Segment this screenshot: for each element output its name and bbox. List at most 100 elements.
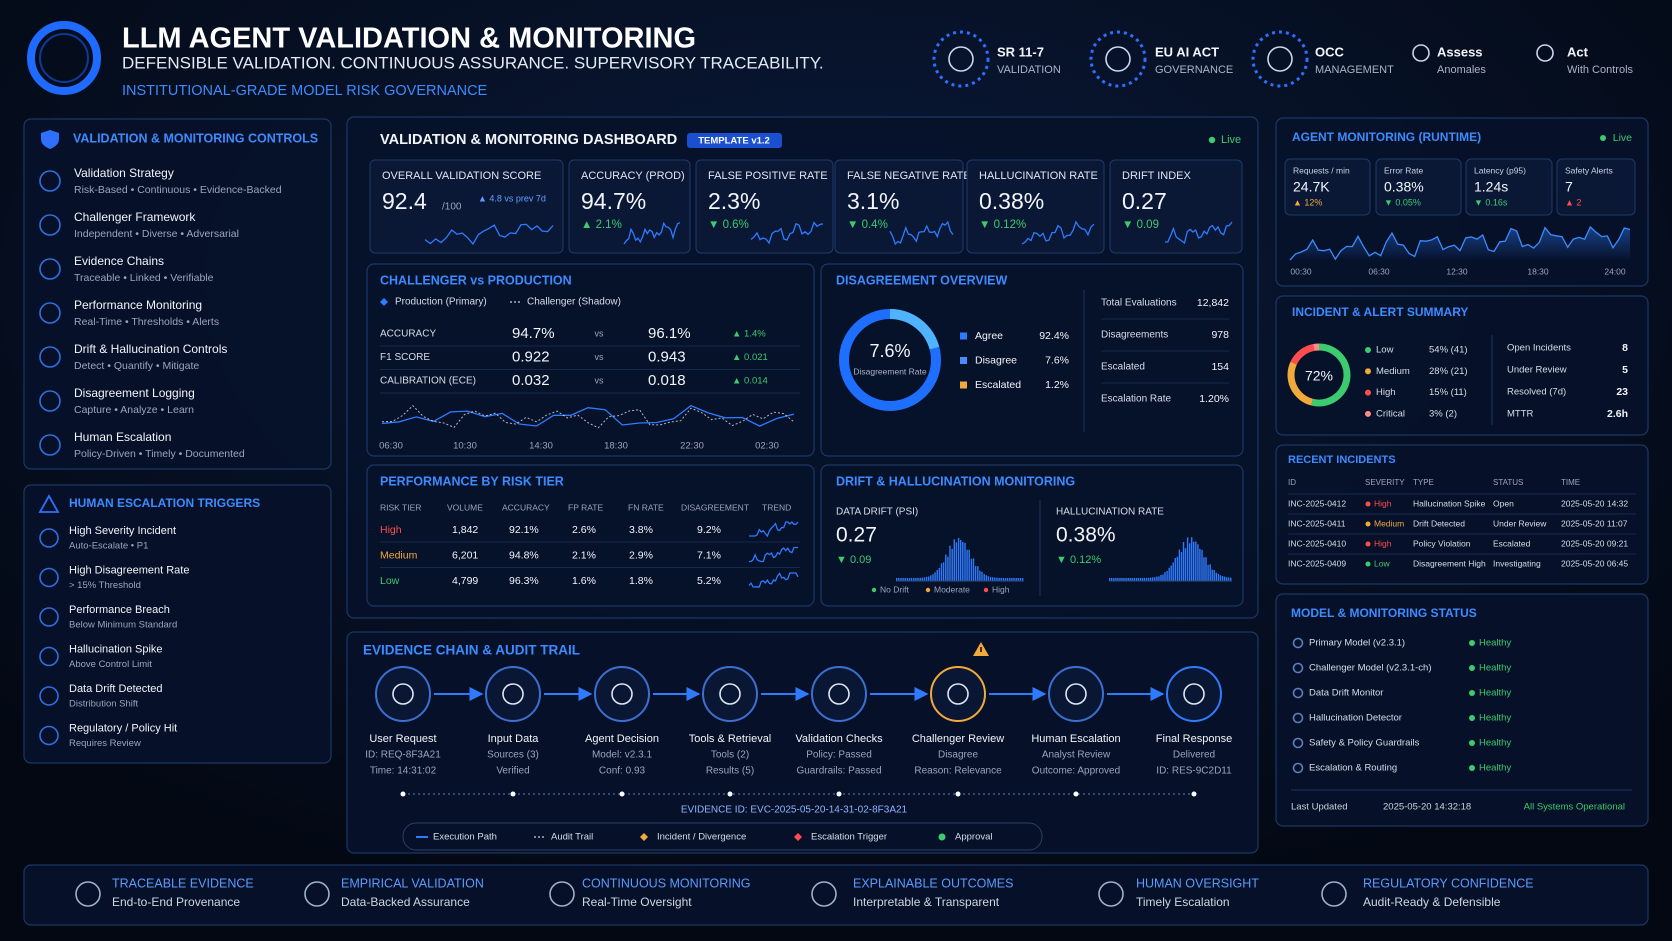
kpi-value: 3.1% bbox=[847, 188, 899, 214]
histogram-decor bbox=[1197, 544, 1199, 581]
panel-title: PERFORMANCE BY RISK TIER bbox=[380, 474, 564, 488]
histogram-decor bbox=[953, 539, 955, 581]
histogram-decor bbox=[923, 577, 926, 581]
step-node bbox=[811, 666, 867, 722]
step-title: Final Response bbox=[1156, 733, 1232, 745]
trigger-subtitle: Below Minimum Standard bbox=[69, 620, 177, 631]
control-title: Challenger Framework bbox=[74, 210, 196, 224]
metric-label: Latency (p95) bbox=[1474, 165, 1526, 175]
time-label: 02:30 bbox=[755, 441, 779, 452]
tier-trend bbox=[749, 521, 799, 538]
metric-delta: ▼ 0.12% bbox=[1056, 554, 1101, 566]
histogram-decor bbox=[970, 558, 973, 581]
incident-status: Escalated bbox=[1493, 538, 1531, 548]
legend-label: Escalated bbox=[975, 379, 1021, 391]
kpi-unit: /100 bbox=[442, 202, 462, 213]
histogram-decor bbox=[962, 541, 964, 581]
kpi-card bbox=[834, 159, 964, 254]
metric-label: Error Rate bbox=[1384, 165, 1423, 175]
column-header: TYPE bbox=[1413, 478, 1434, 487]
histogram-decor bbox=[1111, 578, 1113, 581]
histogram-decor bbox=[1199, 548, 1201, 581]
tier-trend bbox=[748, 572, 799, 588]
legend-marker bbox=[380, 298, 388, 306]
step-title: Validation Checks bbox=[795, 733, 883, 745]
time-label: 00:30 bbox=[1290, 266, 1312, 276]
dashboard-title: VALIDATION & MONITORING DASHBOARD bbox=[380, 132, 677, 148]
legend-label: Audit Trail bbox=[551, 832, 593, 843]
timeline-dot bbox=[1073, 791, 1079, 797]
legend-value: 92.4% bbox=[1039, 330, 1069, 342]
control-subtitle: Risk-Based • Continuous • Evidence-Backe… bbox=[74, 184, 282, 196]
status-icon bbox=[1292, 712, 1304, 724]
legend-label: Execution Path bbox=[433, 832, 497, 843]
control-icon bbox=[39, 302, 61, 324]
step-detail: Results (5) bbox=[706, 766, 754, 777]
status-icon bbox=[1292, 637, 1304, 649]
tier-label: High bbox=[380, 524, 402, 536]
trigger-title: High Disagreement Rate bbox=[69, 564, 189, 576]
step-detail: Disagree bbox=[938, 750, 978, 761]
status-icon bbox=[1292, 762, 1304, 774]
metric-card bbox=[1465, 158, 1553, 216]
cell: 1,842 bbox=[452, 524, 478, 536]
severity-label: High bbox=[1374, 498, 1392, 508]
footer-icon bbox=[1321, 881, 1347, 907]
column-header: FP RATE bbox=[568, 502, 603, 512]
delta-value: ▲ 0.021 bbox=[732, 352, 768, 363]
histogram-decor bbox=[906, 578, 909, 581]
legend-value: 15% (11) bbox=[1429, 387, 1467, 398]
cell: 6,201 bbox=[452, 549, 478, 561]
component-status: Healthy bbox=[1479, 638, 1511, 649]
histogram-decor bbox=[896, 578, 898, 581]
histogram-decor bbox=[1154, 577, 1156, 581]
histogram-decor bbox=[983, 574, 985, 581]
histogram-decor bbox=[928, 576, 930, 581]
incident-type: Policy Violation bbox=[1413, 538, 1471, 548]
trigger-title: Regulatory / Policy Hit bbox=[69, 722, 177, 734]
status-dot bbox=[1469, 690, 1475, 696]
time-label: 14:30 bbox=[529, 441, 553, 452]
badge-subtitle: With Controls bbox=[1567, 64, 1634, 76]
kpi-delta: ▼ 0.12% bbox=[979, 219, 1026, 231]
component-name: Data Drift Monitor bbox=[1309, 688, 1383, 699]
footer-title: EXPLAINABLE OUTCOMES bbox=[853, 876, 1013, 890]
histogram-decor bbox=[1219, 575, 1222, 581]
component-status: Healthy bbox=[1479, 688, 1511, 699]
histogram-decor bbox=[966, 549, 968, 581]
histogram-decor bbox=[1203, 557, 1205, 581]
histogram-decor bbox=[987, 576, 990, 581]
badge-title: SR 11-7 bbox=[997, 44, 1044, 59]
legend-swatch bbox=[960, 381, 967, 389]
histogram-decor bbox=[964, 542, 966, 581]
stat-value: 23 bbox=[1616, 386, 1628, 398]
donut-center-label: Disagreement Rate bbox=[853, 366, 927, 376]
histogram-decor bbox=[942, 562, 945, 581]
kpi-card bbox=[568, 159, 691, 254]
step-detail: Reason: Relevance bbox=[914, 766, 1002, 777]
component-name: Primary Model (v2.3.1) bbox=[1309, 638, 1405, 649]
component-name: Challenger Model (v2.3.1-ch) bbox=[1309, 663, 1432, 674]
donut-ring-highlight bbox=[839, 309, 941, 411]
cell: 7.1% bbox=[697, 549, 721, 561]
badge-icon bbox=[948, 46, 974, 72]
kpi-value: 94.7% bbox=[581, 188, 646, 214]
step-icon bbox=[947, 683, 969, 705]
stat-value: 1.20% bbox=[1199, 393, 1229, 405]
kpi-delta: ▼ 0.09 bbox=[1122, 219, 1159, 231]
histogram-decor bbox=[1117, 578, 1119, 581]
histogram-decor bbox=[925, 576, 928, 581]
stat-label: MTTR bbox=[1507, 409, 1534, 420]
kpi-value: 2.3% bbox=[708, 188, 760, 214]
control-icon bbox=[39, 346, 61, 368]
histogram-decor bbox=[1205, 557, 1207, 581]
time-label: 22:30 bbox=[680, 441, 704, 452]
legend-label: Critical bbox=[1376, 408, 1405, 419]
metric-delta: ▼ 0.09 bbox=[836, 554, 871, 566]
histogram-decor bbox=[1150, 577, 1152, 581]
histogram-decor bbox=[1145, 577, 1148, 581]
badge-ring bbox=[932, 30, 990, 88]
step-title: Tools & Retrieval bbox=[689, 733, 772, 745]
step-icon bbox=[611, 683, 633, 705]
logo-ring-inner bbox=[39, 33, 89, 83]
